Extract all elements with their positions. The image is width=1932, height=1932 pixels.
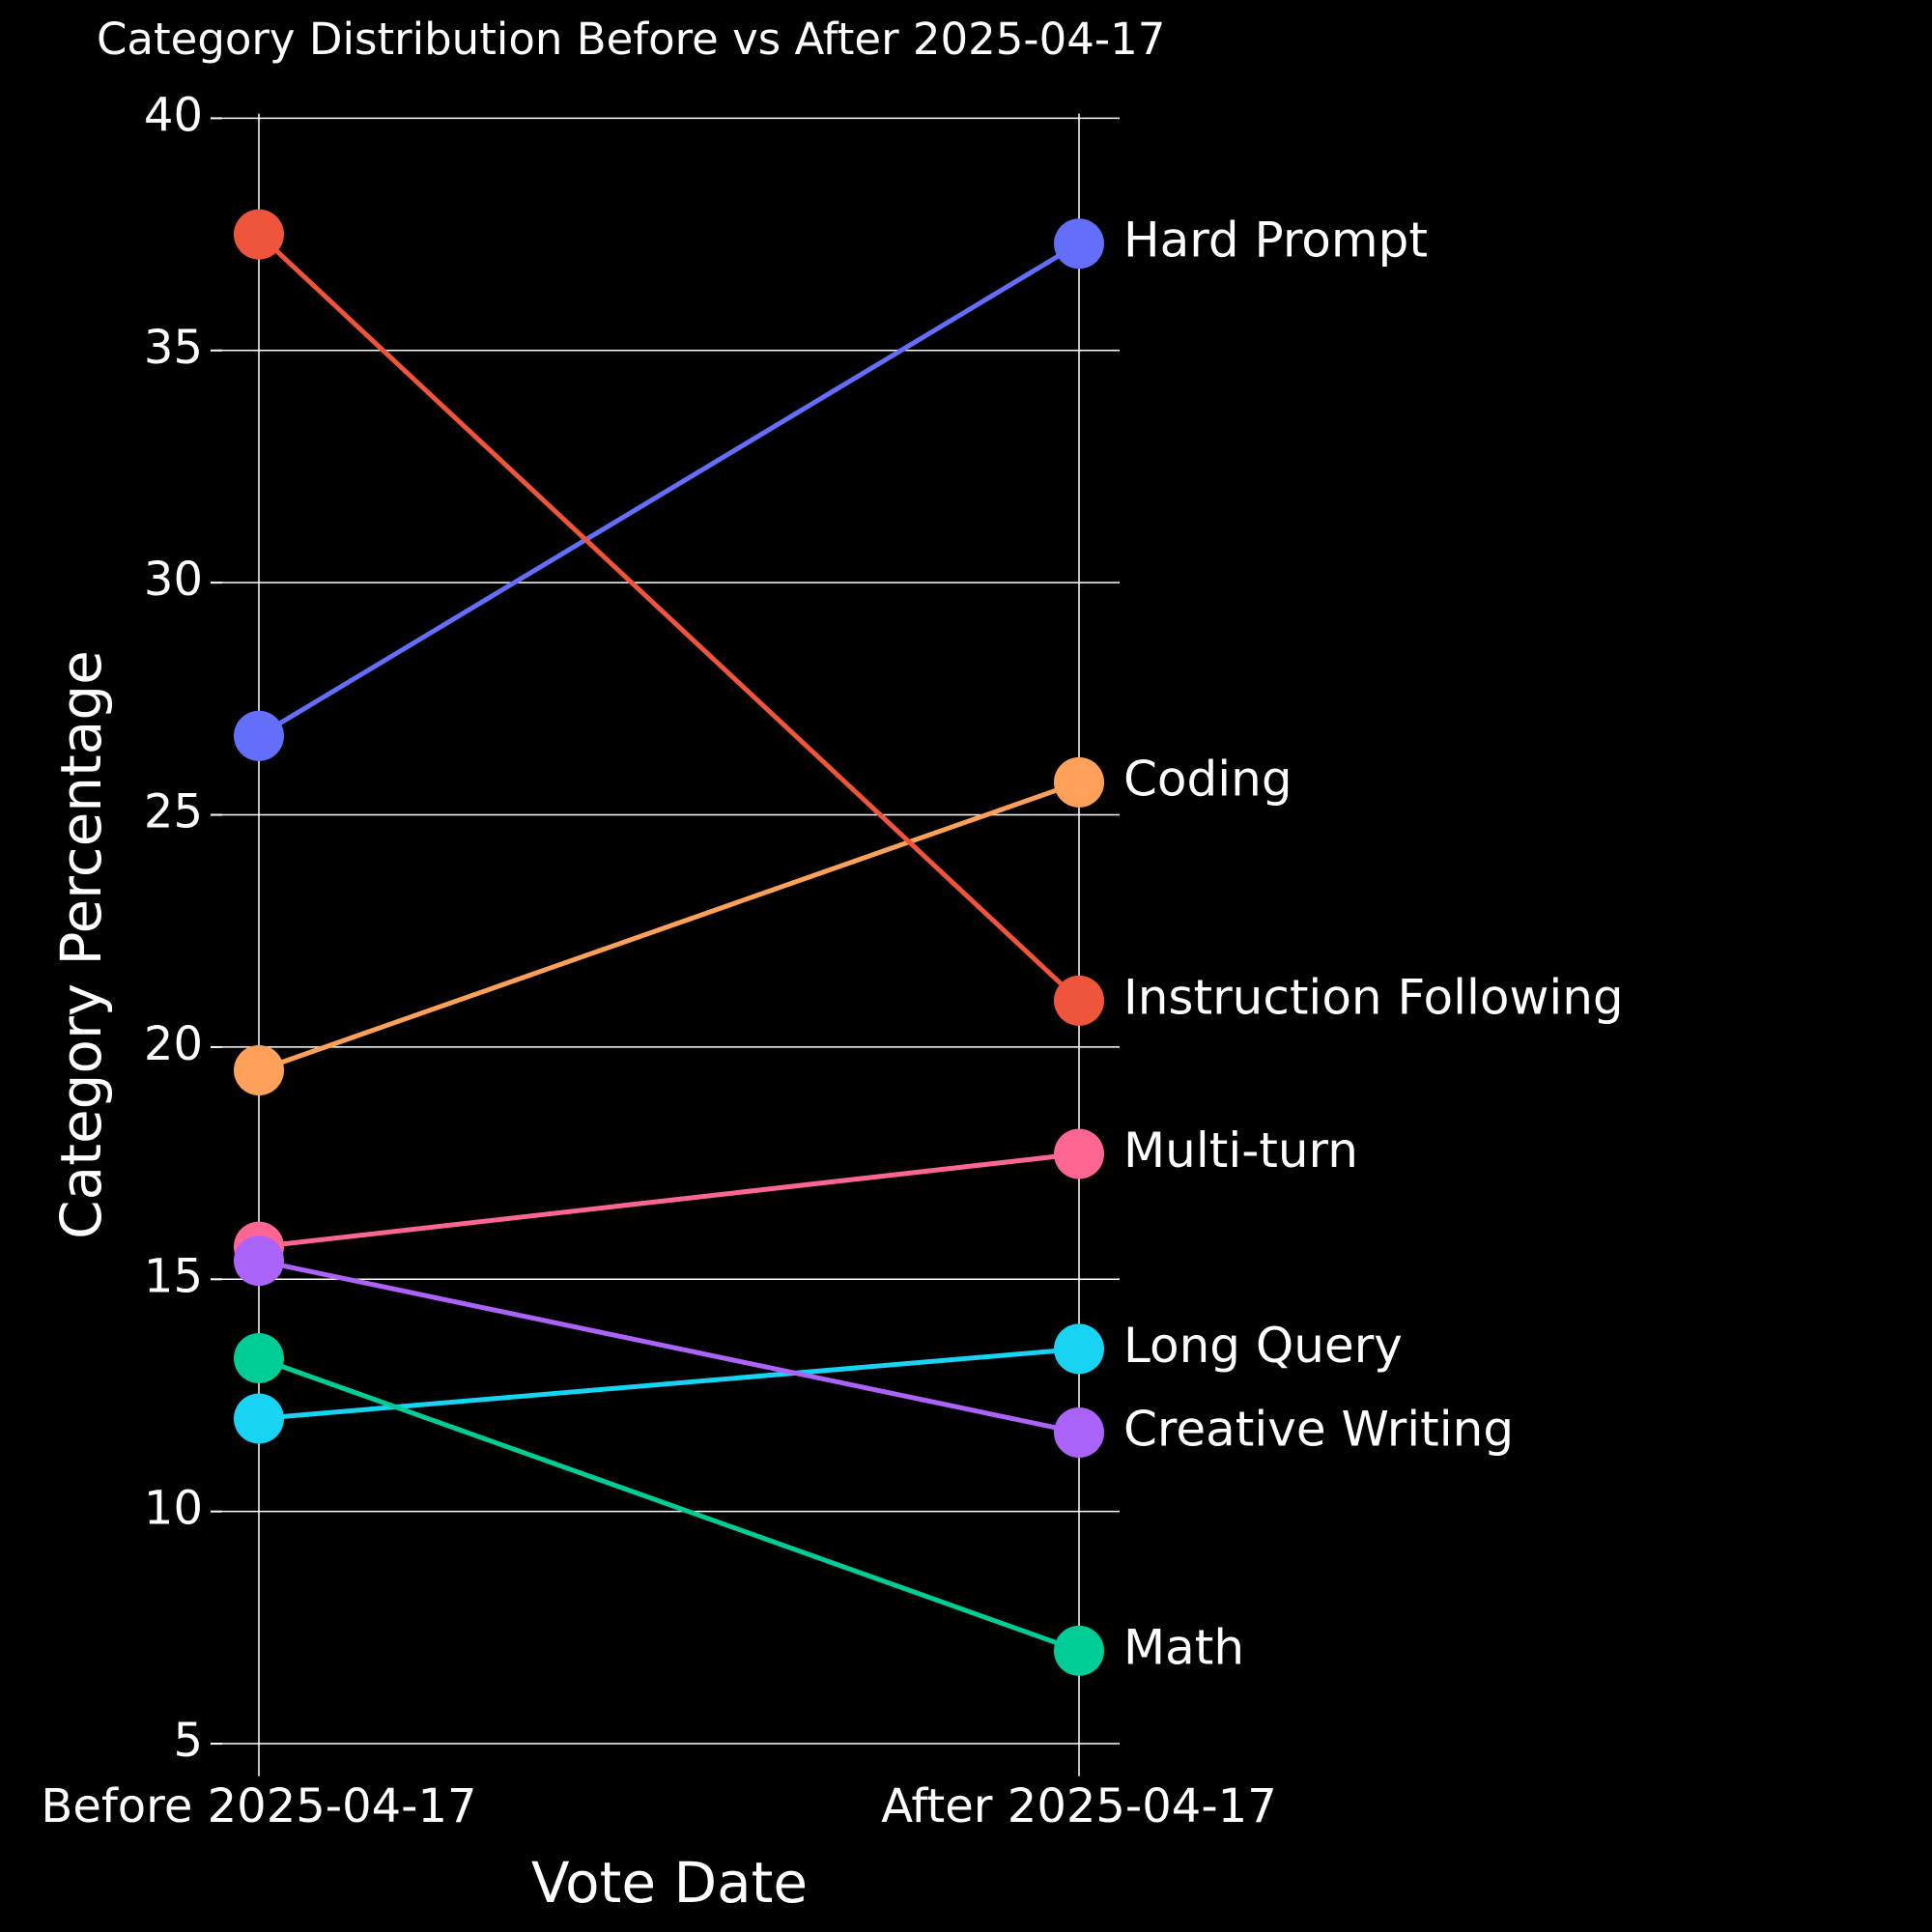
y-tick-label: 25 bbox=[144, 785, 203, 839]
chart-title: Category Distribution Before vs After 20… bbox=[97, 14, 1165, 65]
marker bbox=[1054, 756, 1104, 808]
y-tick-label: 35 bbox=[144, 321, 203, 375]
marker bbox=[1054, 218, 1104, 270]
x-tick-label: After 2025-04-17 bbox=[881, 1779, 1276, 1833]
series-line bbox=[257, 232, 1081, 1003]
series-line bbox=[257, 242, 1081, 738]
series-label: Coding bbox=[1123, 751, 1293, 807]
y-tick-label: 40 bbox=[144, 88, 203, 142]
marker bbox=[234, 710, 284, 761]
series-label: Long Query bbox=[1123, 1318, 1403, 1374]
grid: 5 10 15 20 25 30 35 40 Before 2025-04-17 After 20… bbox=[41, 88, 1276, 1833]
marker bbox=[1054, 1323, 1104, 1375]
y-tick-label: 15 bbox=[144, 1249, 203, 1303]
marker bbox=[234, 1333, 284, 1384]
x-axis-label: Vote Date bbox=[531, 1850, 808, 1916]
marker bbox=[1054, 975, 1104, 1026]
marker bbox=[234, 1393, 284, 1444]
y-tick-label: 20 bbox=[144, 1017, 203, 1071]
x-tick-label: Before 2025-04-17 bbox=[41, 1779, 476, 1833]
series-line bbox=[258, 1151, 1080, 1250]
series-line bbox=[258, 780, 1080, 1073]
marker bbox=[1054, 1128, 1104, 1179]
marker bbox=[234, 1236, 284, 1287]
y-tick-label: 30 bbox=[144, 553, 203, 607]
lines bbox=[257, 232, 1081, 1654]
marker bbox=[234, 1044, 284, 1095]
markers: Hard Prompt Coding Instruction Following Mu… bbox=[234, 209, 1624, 1676]
y-axis-label: Category Percentage bbox=[48, 650, 114, 1239]
series-line bbox=[258, 1258, 1080, 1435]
series-label: Multi-turn bbox=[1123, 1122, 1358, 1179]
marker bbox=[1054, 1406, 1104, 1458]
series-line bbox=[258, 1355, 1080, 1654]
marker bbox=[234, 209, 284, 260]
marker bbox=[1054, 1625, 1104, 1676]
series-label: Instruction Following bbox=[1123, 969, 1624, 1025]
y-tick-label: 5 bbox=[173, 1714, 203, 1768]
series-label: Math bbox=[1123, 1619, 1244, 1675]
series-label: Creative Writing bbox=[1123, 1401, 1514, 1457]
y-tick-label: 10 bbox=[144, 1482, 203, 1536]
series-label: Hard Prompt bbox=[1123, 213, 1428, 269]
